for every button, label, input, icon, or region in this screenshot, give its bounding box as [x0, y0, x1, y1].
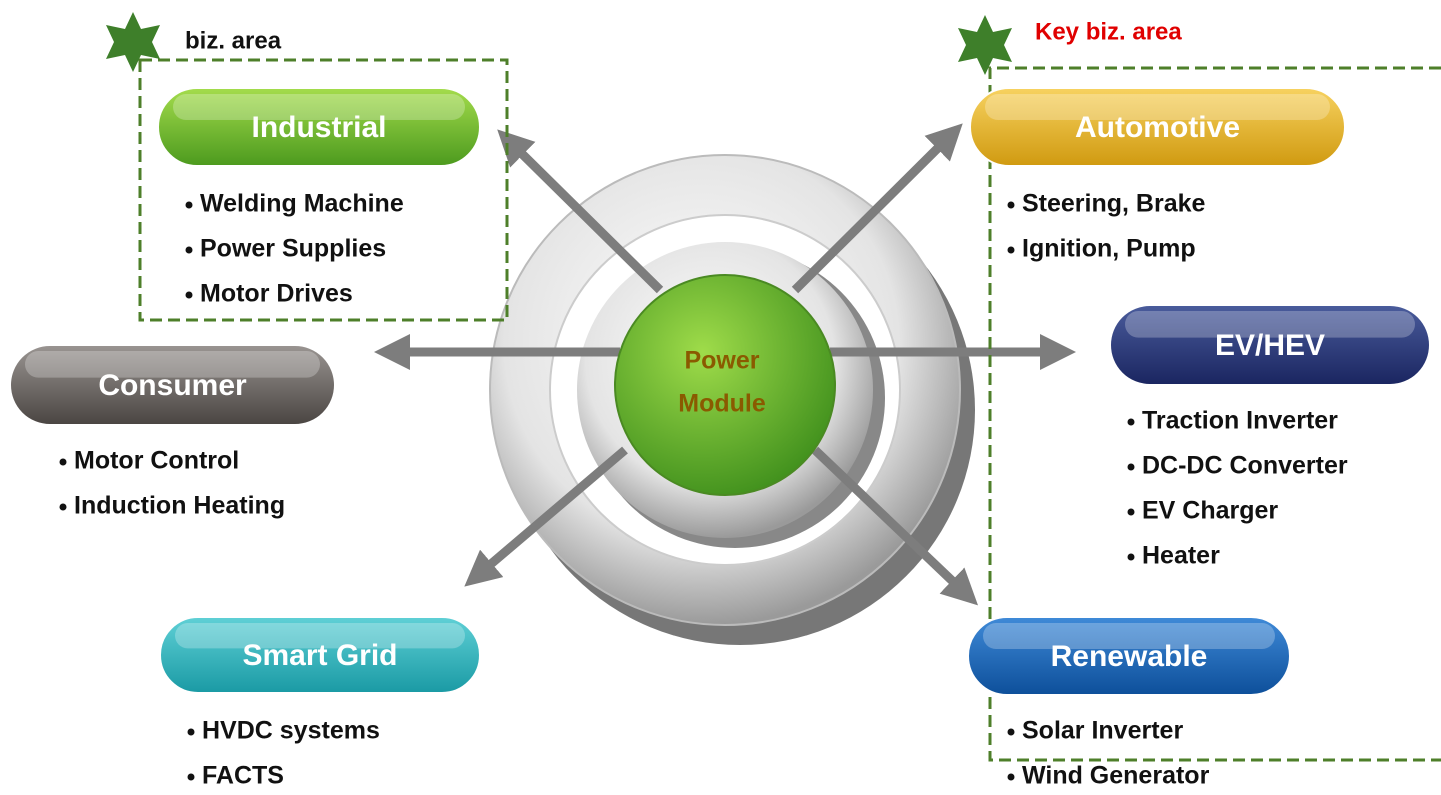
item: EV Charger — [1142, 497, 1278, 525]
area-label: biz. area — [185, 27, 282, 54]
star-icon — [106, 12, 160, 72]
item: Motor Control — [74, 447, 239, 475]
area-label: Key biz. area — [1035, 18, 1182, 45]
bullet — [1008, 247, 1015, 254]
bullet — [1128, 419, 1135, 426]
center-core — [615, 275, 835, 495]
item: Steering, Brake — [1022, 190, 1206, 218]
item: HVDC systems — [202, 717, 380, 745]
center-label: Module — [678, 390, 766, 418]
item: Motor Drives — [200, 280, 353, 308]
bullet — [60, 504, 67, 511]
item: DC-DC Converter — [1142, 452, 1348, 480]
bullet — [186, 247, 193, 254]
item: Ignition, Pump — [1022, 235, 1196, 263]
bullet — [188, 729, 195, 736]
item: Power Supplies — [200, 235, 386, 263]
bullet — [1008, 774, 1015, 781]
pill-label: Industrial — [251, 111, 386, 144]
bullet — [1008, 202, 1015, 209]
diagram: Power Module biz. area Key biz. area Ind… — [0, 0, 1441, 795]
bullet — [60, 459, 67, 466]
bullet — [188, 774, 195, 781]
item: Wind Generator — [1022, 762, 1210, 790]
bullet — [186, 202, 193, 209]
bullet — [1008, 729, 1015, 736]
item: Induction Heating — [74, 492, 285, 520]
item: Traction Inverter — [1142, 407, 1338, 435]
item: Welding Machine — [200, 190, 404, 218]
bullet — [1128, 509, 1135, 516]
pill-label: Automotive — [1075, 111, 1240, 144]
bullet — [1128, 554, 1135, 561]
item: Heater — [1142, 542, 1220, 570]
pill-label: Renewable — [1051, 640, 1208, 673]
bullet — [186, 292, 193, 299]
bullet — [1128, 464, 1135, 471]
center-label: Power — [684, 347, 759, 375]
pill-label: Consumer — [98, 369, 247, 402]
star-icon — [958, 15, 1012, 75]
pill-label: EV/HEV — [1215, 329, 1325, 362]
item: FACTS — [202, 762, 284, 790]
pill-label: Smart Grid — [242, 639, 397, 672]
item: Solar Inverter — [1022, 717, 1183, 745]
